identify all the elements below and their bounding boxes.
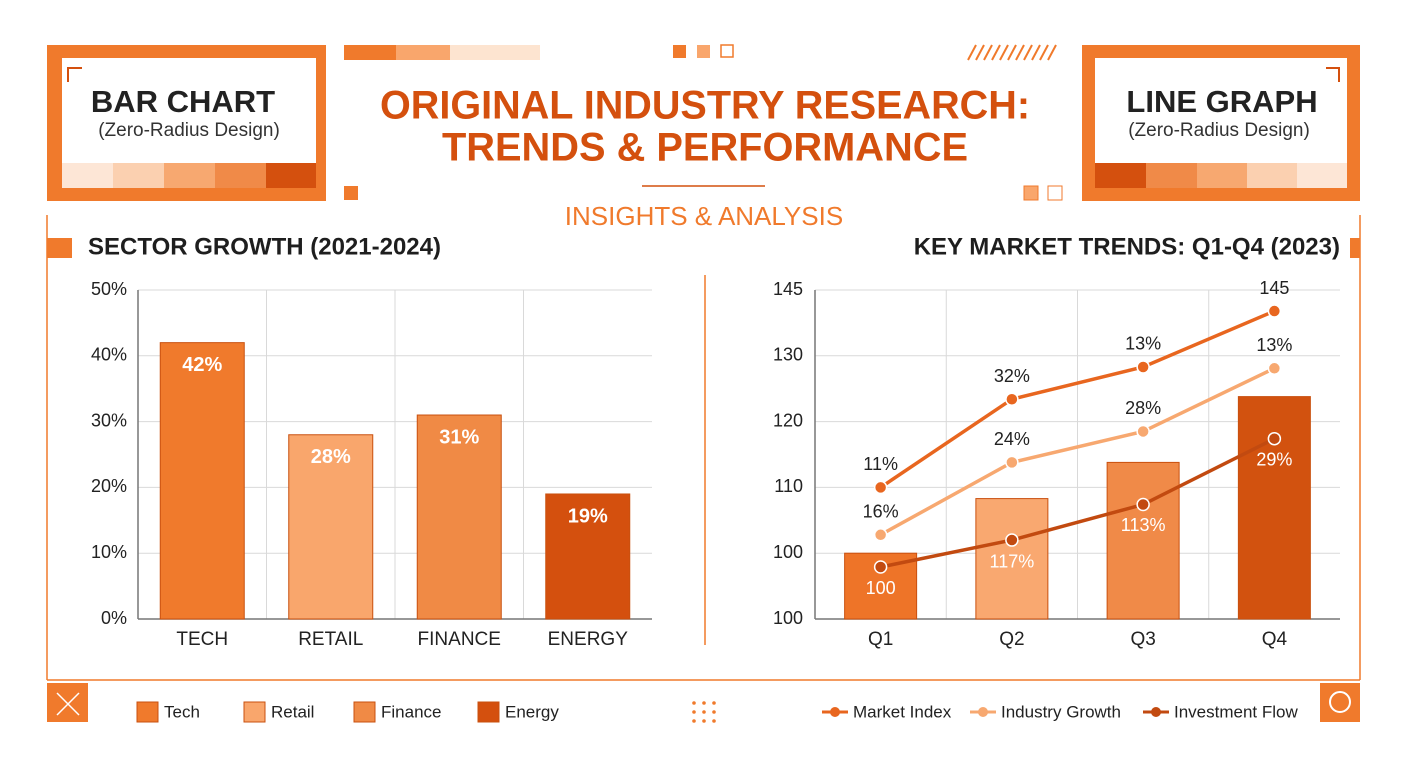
header-decor bbox=[344, 44, 1063, 201]
badge-strip bbox=[1095, 67, 1347, 188]
y-tick-label: 10% bbox=[91, 542, 127, 562]
point-annotation: 24% bbox=[994, 429, 1030, 449]
bar bbox=[159, 342, 245, 620]
series-line bbox=[879, 309, 1276, 489]
series-marker bbox=[1005, 533, 1019, 547]
series-marker bbox=[1136, 424, 1150, 439]
point-annotation: 13% bbox=[1256, 335, 1292, 355]
chart-title: KEY MARKET TRENDS: Q1-Q4 (2023) bbox=[914, 233, 1340, 260]
legend-label: Investment Flow bbox=[1174, 702, 1298, 721]
point-annotation: 16% bbox=[863, 502, 899, 522]
bar-annotation: 29% bbox=[1256, 449, 1292, 469]
x-tick-label: Q3 bbox=[1130, 629, 1155, 650]
chart-title: SECTOR GROWTH (2021-2024) bbox=[88, 233, 441, 260]
bar bbox=[545, 493, 631, 620]
y-tick-label: 120 bbox=[773, 410, 803, 430]
badge-title: LINE GRAPH bbox=[1126, 84, 1317, 119]
y-tick-label: 50% bbox=[91, 279, 127, 299]
legend-label: Industry Growth bbox=[1001, 702, 1121, 721]
panel-frame bbox=[46, 215, 1361, 681]
dot-grid bbox=[692, 701, 716, 723]
point-annotation: 13% bbox=[1125, 334, 1161, 354]
y-tick-label: 130 bbox=[773, 345, 803, 365]
series-marker bbox=[1267, 361, 1282, 376]
legend-marker bbox=[830, 707, 840, 717]
x-tick-label: RETAIL bbox=[298, 629, 363, 650]
legend-marker bbox=[978, 707, 988, 717]
series-marker bbox=[1267, 431, 1282, 446]
bar-annotation: 100 bbox=[866, 578, 896, 598]
legend-swatch bbox=[353, 701, 376, 723]
page-title: ORIGINAL INDUSTRY RESEARCH: bbox=[380, 84, 1030, 128]
page-title: TRENDS & PERFORMANCE bbox=[442, 126, 968, 170]
bar bbox=[288, 434, 374, 620]
x-tick-label: Q2 bbox=[999, 629, 1024, 650]
x-tick-label: FINANCE bbox=[418, 629, 501, 650]
series-line bbox=[879, 366, 1276, 537]
bar-value-label: 19% bbox=[568, 505, 608, 527]
point-annotation: 32% bbox=[994, 366, 1030, 386]
y-tick-label: 100 bbox=[773, 542, 803, 562]
legend-swatch bbox=[136, 701, 159, 723]
bar bbox=[1106, 461, 1180, 620]
page-subtitle: INSIGHTS & ANALYSIS bbox=[565, 201, 843, 231]
legend-label: Market Index bbox=[853, 702, 952, 721]
legend-swatch bbox=[243, 701, 266, 723]
series-marker bbox=[873, 528, 888, 542]
y-tick-label: 20% bbox=[91, 476, 127, 496]
series-marker bbox=[1267, 304, 1282, 318]
bar bbox=[1237, 396, 1311, 620]
legend-marker bbox=[1151, 707, 1161, 717]
badge-title: BAR CHART bbox=[91, 84, 275, 119]
series-marker bbox=[873, 480, 888, 495]
bar-annotation: 113% bbox=[1121, 515, 1166, 535]
y-tick-label: 30% bbox=[91, 410, 127, 430]
x-tick-label: TECH bbox=[176, 629, 228, 650]
series-marker bbox=[1136, 497, 1150, 512]
series-line bbox=[880, 437, 1276, 569]
bar-annotation: 117% bbox=[990, 551, 1035, 571]
x-tick-label: Q1 bbox=[868, 629, 893, 650]
x-tick-label: Q4 bbox=[1262, 629, 1288, 650]
bar bbox=[416, 414, 502, 620]
badge-strip bbox=[62, 67, 316, 188]
y-tick-label: 40% bbox=[91, 345, 127, 365]
frame-tab bbox=[47, 238, 72, 258]
series-marker bbox=[873, 560, 888, 574]
frame-tab bbox=[1350, 238, 1360, 258]
legend-swatch bbox=[477, 701, 500, 723]
legend-label: Finance bbox=[381, 702, 441, 721]
corner-icon bbox=[1320, 683, 1360, 722]
bar bbox=[975, 498, 1049, 620]
y-tick-label: 110 bbox=[774, 476, 803, 496]
series-marker bbox=[1136, 360, 1150, 374]
legend-label: Tech bbox=[164, 702, 200, 721]
corner-icon-glyph bbox=[1329, 691, 1351, 713]
y-tick-label: 0% bbox=[101, 608, 127, 628]
badge-subtitle: (Zero-Radius Design) bbox=[1128, 120, 1310, 141]
bar-value-label: 31% bbox=[439, 426, 479, 448]
y-tick-label: 145 bbox=[773, 279, 803, 299]
bar-value-label: 42% bbox=[182, 354, 222, 376]
point-annotation: 11% bbox=[863, 454, 898, 474]
point-annotation: 145 bbox=[1259, 278, 1289, 298]
legend-label: Energy bbox=[505, 702, 559, 721]
legend-label: Retail bbox=[271, 702, 314, 721]
series-marker bbox=[1005, 455, 1019, 470]
corner-icon-glyph bbox=[56, 692, 80, 716]
badge-subtitle: (Zero-Radius Design) bbox=[98, 120, 280, 141]
series-marker bbox=[1005, 392, 1019, 406]
bar-value-label: 28% bbox=[311, 446, 351, 468]
y-tick-label: 100 bbox=[773, 608, 803, 628]
x-tick-label: ENERGY bbox=[548, 629, 629, 650]
point-annotation: 28% bbox=[1125, 398, 1161, 418]
